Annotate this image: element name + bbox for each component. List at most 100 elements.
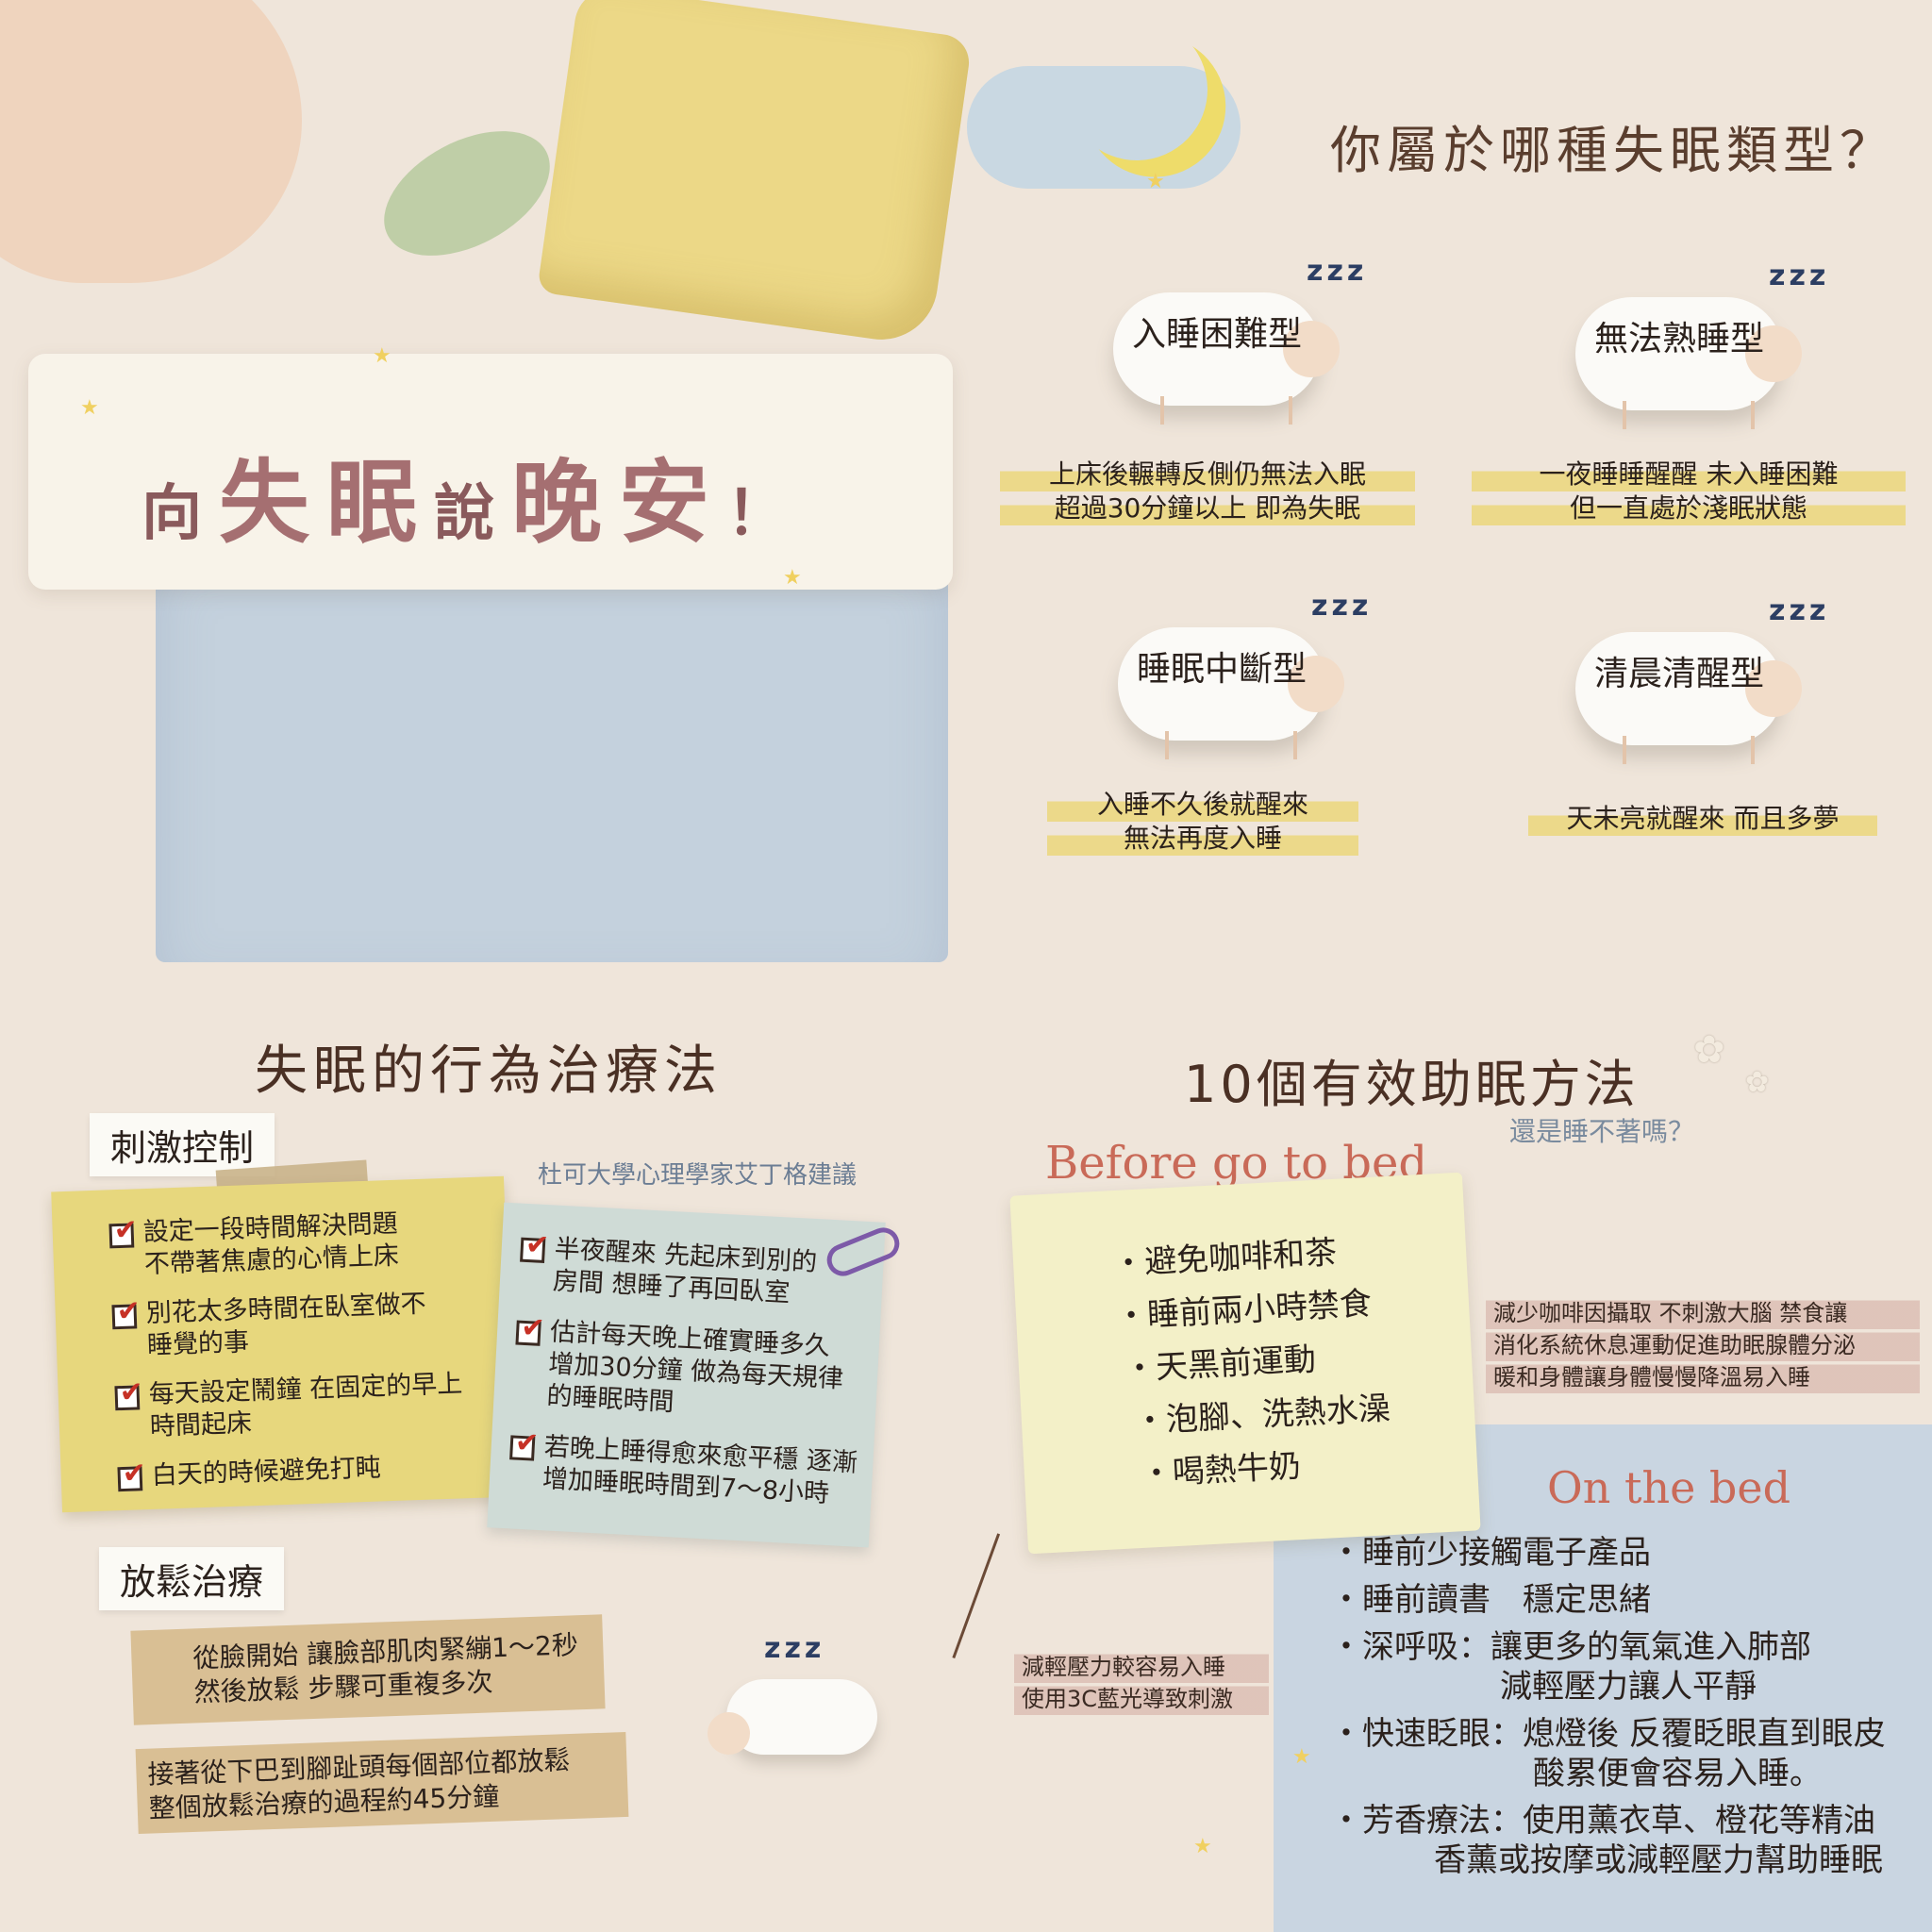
sheep-legs-icon	[1623, 401, 1755, 429]
title-char: 失	[219, 450, 326, 556]
zzz-icon: zzz	[764, 1632, 825, 1665]
sheep-face-icon	[1283, 321, 1340, 377]
checkbox-icon	[509, 1435, 536, 1461]
note-line: 減輕壓力較容易入睡	[1014, 1651, 1269, 1683]
relax-strip: 從臉開始 讓臉部肌肉緊繃1～2秒 然後放鬆 步驟可重複多次	[130, 1614, 606, 1725]
on-bed-list: ・睡前少接觸電子產品 ・睡前讀書 穩定思緒 ・深呼吸：讓更多的氧氣進入肺部 減輕…	[1330, 1533, 1932, 1880]
sheep-card: 無法熟睡型 zzz	[1538, 259, 1825, 448]
sheep-card: 睡眠中斷型 zzz	[1080, 590, 1368, 778]
type-description: 天未亮就醒來 而且多夢	[1528, 802, 1877, 836]
tip-item: ・深呼吸：讓更多的氧氣進入肺部	[1330, 1628, 1811, 1666]
star-icon: ★	[80, 396, 99, 420]
relax-strip: 接著從下巴到腳趾頭每個部位都放鬆 整個放鬆治療的過程約45分鐘	[135, 1731, 629, 1835]
sheep-face-icon	[1288, 656, 1344, 712]
advisor-note: 杜可大學心理學家艾丁格建議	[538, 1161, 858, 1190]
sheep-face-icon	[1745, 325, 1802, 382]
star-icon: ★	[1292, 1745, 1311, 1769]
type-description: 一夜睡睡醒醒 未入睡困難 但一直處於淺眠狀態	[1472, 458, 1906, 525]
title-paper	[28, 354, 953, 590]
tip-item: ・睡前少接觸電子產品	[1330, 1534, 1651, 1572]
tip-item-cont: 酸累便會容易入睡。	[1533, 1755, 1822, 1792]
note-line: 消化系統休息運動促進助眠腺體分泌	[1486, 1329, 1920, 1361]
behavior-heading: 失眠的行為治療法	[255, 1041, 723, 1102]
desc-line: 一夜睡睡醒醒 未入睡困難	[1472, 458, 1906, 491]
main-title: 向失眠說晚安！	[142, 429, 804, 560]
star-icon: ★	[783, 566, 802, 590]
tip-item-cont: 香薰或按摩或減輕壓力幫助睡眠	[1434, 1841, 1883, 1879]
tip-item: ・睡前讀書 穩定思緒	[1330, 1581, 1651, 1619]
pillow-illustration	[537, 0, 973, 347]
sheep-face-icon	[708, 1712, 750, 1755]
eye-mask-illustration	[363, 105, 571, 282]
note-line: 暖和身體讓身體慢慢降溫易入睡	[1486, 1361, 1920, 1393]
checkbox-icon	[520, 1237, 546, 1263]
title-char: 晚	[511, 450, 619, 556]
checkbox-icon	[117, 1466, 143, 1492]
tips-heading: 10個有效助眠方法	[1184, 1055, 1640, 1114]
cloud-illustration	[967, 66, 1241, 189]
star-icon: ★	[1146, 170, 1165, 193]
title-char: 眠	[326, 450, 434, 556]
zzz-icon: zzz	[1769, 594, 1830, 627]
desc-line: 天未亮就醒來 而且多夢	[1528, 802, 1877, 836]
flower-icon: ✿	[1693, 1028, 1725, 1072]
checkbox-icon	[515, 1320, 541, 1346]
type-description: 入睡不久後就醒來 無法再度入睡	[1047, 788, 1358, 856]
checkbox-icon	[108, 1223, 135, 1249]
note-line: 使用3C藍光導致刺激	[1014, 1683, 1269, 1715]
on-bed-explanation: 減輕壓力較容易入睡 使用3C藍光導致刺激	[1014, 1651, 1269, 1715]
item-line: 白天的時候避免打盹	[151, 1453, 382, 1491]
on-bed-label: On the bed	[1547, 1462, 1791, 1513]
relax-therapy-label: 放鬆治療	[99, 1547, 285, 1610]
type-name: 睡眠中斷型	[1136, 650, 1307, 689]
sheep-face-icon	[1745, 660, 1802, 717]
title-char: 安	[619, 450, 726, 556]
star-icon: ★	[1193, 1835, 1212, 1858]
tips-subquestion: 還是睡不著嗎？	[1509, 1116, 1695, 1147]
desc-line: 入睡不久後就醒來	[1047, 788, 1358, 822]
desc-line: 超過30分鐘以上 即為失眠	[1000, 491, 1415, 525]
checkbox-icon	[114, 1385, 141, 1411]
sheep-card: 清晨清醒型 zzz	[1538, 594, 1825, 783]
tip-item-cont: 減輕壓力讓人平靜	[1500, 1668, 1757, 1706]
flower-icon: ✿	[1745, 1066, 1770, 1099]
desc-line: 無法再度入睡	[1047, 822, 1358, 856]
before-bed-note: ・避免咖啡和茶 ・睡前兩小時禁食 ・天黑前運動 ・泡腳、洗熱水澡 ・喝熱牛奶	[1009, 1172, 1481, 1555]
star-icon: ★	[373, 344, 391, 368]
desc-line: 但一直處於淺眠狀態	[1472, 491, 1906, 525]
before-bed-explanation: 減少咖啡因攝取 不刺激大腦 禁食讓 消化系統休息運動促進助眠腺體分泌 暖和身體讓…	[1486, 1297, 1920, 1393]
checkbox-icon	[111, 1304, 138, 1330]
type-name: 清晨清醒型	[1593, 655, 1764, 693]
sheep-legs-icon	[1165, 731, 1297, 759]
sheep-legs-icon	[1623, 736, 1755, 764]
zzz-icon: zzz	[1769, 259, 1830, 292]
sheep-legs-icon	[1160, 396, 1292, 425]
type-name: 無法熟睡型	[1593, 320, 1764, 358]
type-name: 入睡困難型	[1131, 315, 1302, 354]
note-line: 減少咖啡因攝取 不刺激大腦 禁食讓	[1486, 1297, 1920, 1329]
peach-petal-decoration	[0, 0, 302, 283]
tip-item: ・快速眨眼：熄燈後 反覆眨眼直到眼皮	[1330, 1715, 1886, 1753]
type-description: 上床後輾轉反側仍無法入眠 超過30分鐘以上 即為失眠	[1000, 458, 1415, 525]
blanket-illustration	[156, 528, 948, 962]
title-char: 說	[434, 479, 511, 549]
check-item: 白天的時候避免打盹	[117, 1448, 495, 1493]
types-heading: 你屬於哪種失眠類型？	[1330, 121, 1896, 180]
sheep-icon	[726, 1679, 877, 1755]
tip-item: ・芳香療法：使用薰衣草、橙花等精油	[1330, 1802, 1875, 1840]
desc-line: 上床後輾轉反側仍無法入眠	[1000, 458, 1415, 491]
zzz-icon: zzz	[1307, 255, 1368, 288]
title-char: ！	[726, 479, 804, 549]
sheep-card: 入睡困難型 zzz	[1075, 255, 1363, 443]
stimulus-control-label: 刺激控制	[90, 1113, 275, 1176]
sleeping-sheep	[708, 1660, 896, 1774]
title-char: 向	[142, 479, 219, 549]
